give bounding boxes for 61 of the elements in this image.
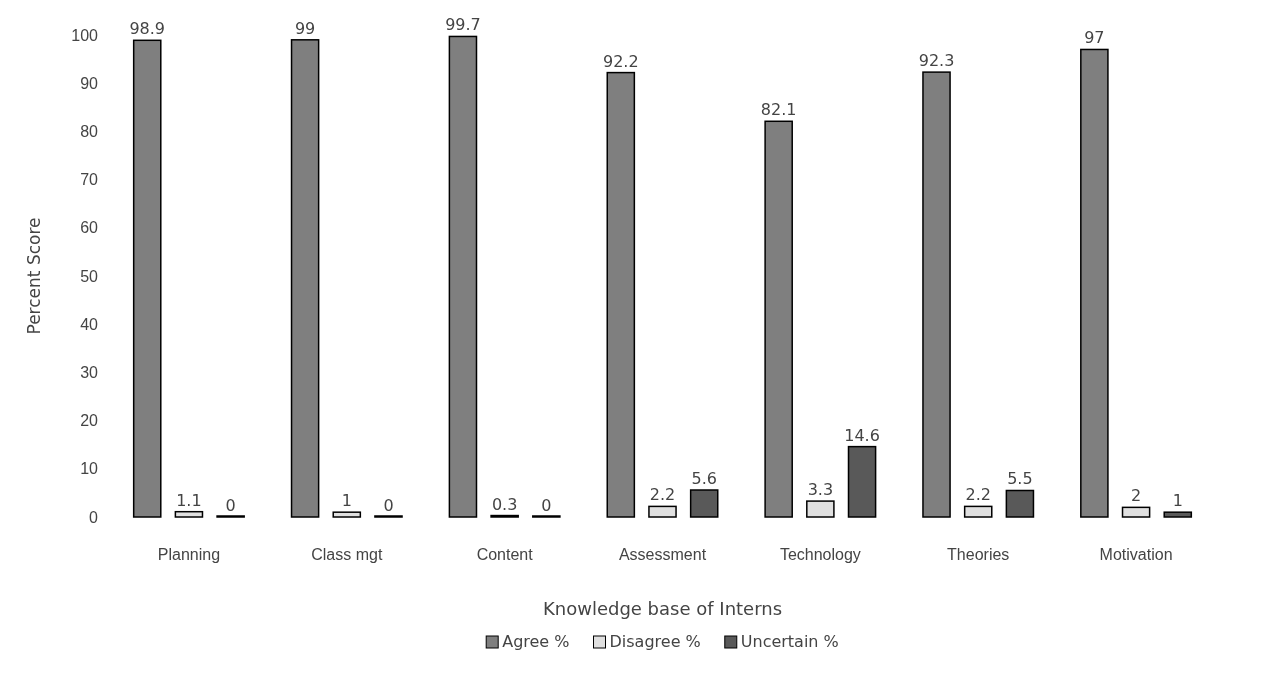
bar bbox=[1121, 506, 1151, 518]
data-label: 2.2 bbox=[649, 485, 676, 505]
x-tick-label: Technology bbox=[779, 546, 861, 564]
data-label: 1 bbox=[341, 491, 352, 511]
legend-label: Uncertain % bbox=[740, 632, 839, 651]
x-tick-label: Content bbox=[476, 546, 534, 564]
bar bbox=[1163, 511, 1193, 518]
x-axis-title: Knowledge base of Interns bbox=[542, 598, 783, 619]
y-axis-title: Percent Score bbox=[24, 217, 44, 335]
legend-label: Agree % bbox=[502, 632, 570, 651]
data-label: 92.3 bbox=[918, 51, 955, 71]
x-tick-label: Assessment bbox=[618, 546, 707, 564]
data-label: 3.3 bbox=[807, 480, 834, 500]
bar bbox=[132, 39, 162, 518]
bar bbox=[448, 35, 478, 518]
y-tick-label: 80 bbox=[80, 123, 99, 141]
bar bbox=[847, 445, 877, 518]
data-label: 97 bbox=[1084, 28, 1105, 48]
data-label: 99 bbox=[294, 18, 316, 38]
data-label: 1 bbox=[1172, 491, 1183, 511]
bar bbox=[764, 120, 793, 518]
data-label: 2 bbox=[1130, 486, 1142, 506]
bar bbox=[922, 71, 951, 518]
bar bbox=[174, 510, 204, 518]
y-tick-label: 30 bbox=[80, 364, 99, 382]
bar bbox=[332, 511, 362, 518]
y-tick-label: 0 bbox=[89, 508, 99, 526]
data-label: 0 bbox=[541, 496, 552, 515]
bar bbox=[606, 71, 636, 518]
x-tick-label: Motivation bbox=[1099, 546, 1173, 564]
legend-label: Disagree % bbox=[609, 632, 701, 651]
y-tick-label: 60 bbox=[80, 219, 99, 237]
data-label: 98.9 bbox=[129, 19, 166, 39]
x-tick-label: Planning bbox=[157, 546, 221, 564]
data-label: 1.1 bbox=[176, 490, 202, 510]
bar bbox=[648, 505, 677, 518]
bar bbox=[806, 500, 835, 518]
y-tick-label: 100 bbox=[71, 26, 99, 44]
bar bbox=[1080, 48, 1109, 518]
data-label: 0 bbox=[383, 496, 394, 515]
data-label: 14.6 bbox=[844, 425, 880, 445]
data-label: 2.2 bbox=[965, 485, 991, 505]
data-label: 82.1 bbox=[760, 100, 797, 120]
y-tick-label: 10 bbox=[80, 460, 99, 478]
data-label: 0.3 bbox=[491, 494, 518, 514]
y-tick-label: 90 bbox=[80, 74, 99, 92]
data-label: 99.7 bbox=[445, 15, 481, 35]
data-label: 0 bbox=[225, 496, 236, 515]
data-label: 5.5 bbox=[1007, 469, 1033, 489]
y-tick-label: 70 bbox=[80, 171, 99, 189]
y-tick-label: 50 bbox=[80, 267, 99, 285]
bar bbox=[689, 489, 719, 518]
y-tick-label: 40 bbox=[80, 315, 99, 333]
bar bbox=[963, 505, 993, 518]
data-label: 5.6 bbox=[691, 469, 717, 489]
x-tick-label: Theories bbox=[947, 546, 1010, 564]
y-tick-label: 20 bbox=[80, 412, 99, 430]
bar bbox=[1005, 489, 1035, 518]
bar bbox=[290, 39, 320, 518]
x-tick-label: Class mgt bbox=[311, 546, 383, 564]
data-label: 92.2 bbox=[602, 51, 639, 71]
